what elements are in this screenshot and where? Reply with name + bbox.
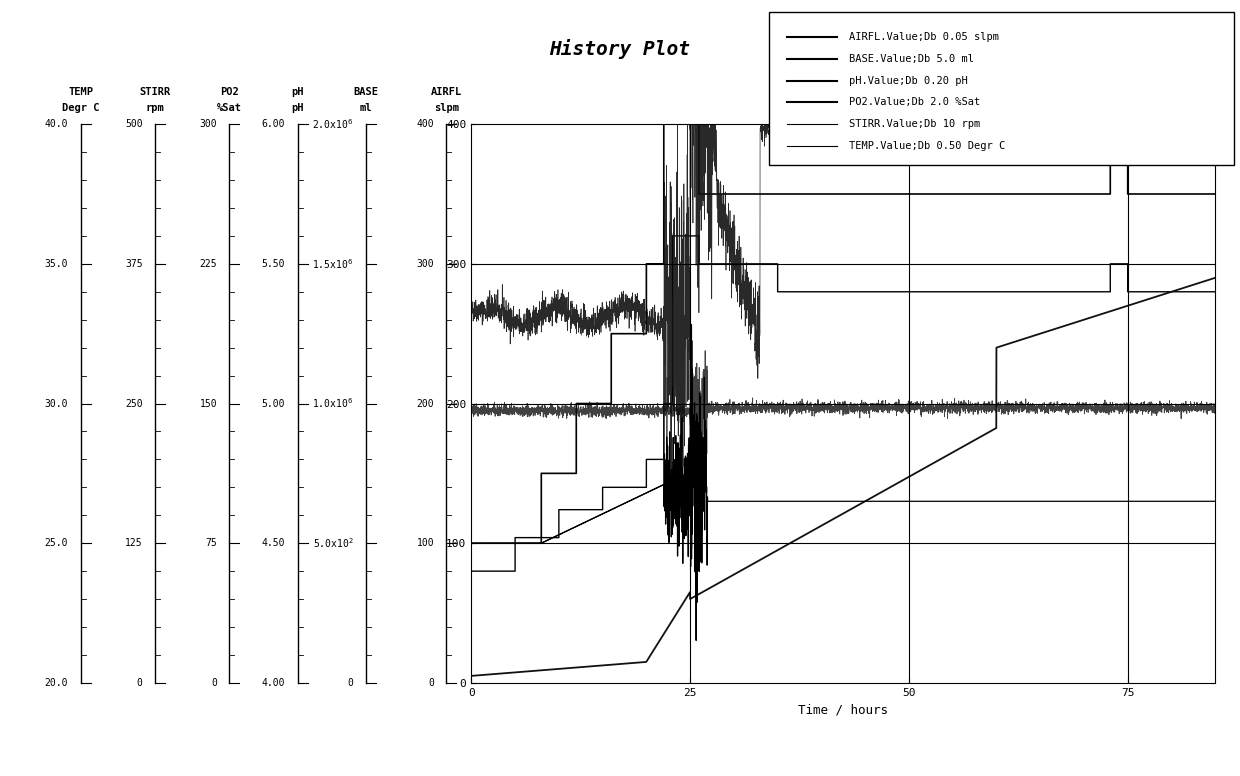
Text: 225: 225 bbox=[200, 259, 217, 268]
Text: STIRR.Value;Db 10 rpm: STIRR.Value;Db 10 rpm bbox=[849, 120, 981, 129]
Text: 5.00: 5.00 bbox=[262, 399, 285, 408]
Text: BASE.Value;Db 5.0 ml: BASE.Value;Db 5.0 ml bbox=[849, 54, 975, 64]
Text: 300: 300 bbox=[417, 259, 434, 268]
Text: 0: 0 bbox=[428, 678, 434, 688]
Text: 4.50: 4.50 bbox=[262, 539, 285, 548]
Text: TEMP.Value;Db 0.50 Degr C: TEMP.Value;Db 0.50 Degr C bbox=[849, 141, 1006, 151]
Text: 0: 0 bbox=[211, 678, 217, 688]
Text: 20.0: 20.0 bbox=[45, 678, 68, 688]
Text: 0: 0 bbox=[136, 678, 143, 688]
Text: 375: 375 bbox=[125, 259, 143, 268]
Text: pH.Value;Db 0.20 pH: pH.Value;Db 0.20 pH bbox=[849, 76, 968, 85]
Text: History Plot: History Plot bbox=[549, 39, 691, 59]
Text: %Sat: %Sat bbox=[217, 102, 242, 113]
Text: 100: 100 bbox=[417, 539, 434, 548]
Text: 300: 300 bbox=[200, 120, 217, 129]
Text: 200: 200 bbox=[417, 399, 434, 408]
X-axis label: Time / hours: Time / hours bbox=[799, 703, 888, 716]
Text: 5.0x10$^2$: 5.0x10$^2$ bbox=[312, 536, 353, 550]
Text: 4.00: 4.00 bbox=[262, 678, 285, 688]
Text: 35.0: 35.0 bbox=[45, 259, 68, 268]
Text: Degr C: Degr C bbox=[62, 102, 99, 113]
Text: rpm: rpm bbox=[145, 102, 165, 113]
Text: pH: pH bbox=[291, 102, 304, 113]
Text: 1.0x10$^6$: 1.0x10$^6$ bbox=[312, 397, 353, 411]
Text: slpm: slpm bbox=[434, 102, 459, 113]
Text: 25.0: 25.0 bbox=[45, 539, 68, 548]
Text: 250: 250 bbox=[125, 399, 143, 408]
Text: 500: 500 bbox=[125, 120, 143, 129]
Text: 40.0: 40.0 bbox=[45, 120, 68, 129]
Text: 125: 125 bbox=[125, 539, 143, 548]
Text: PO2: PO2 bbox=[219, 87, 239, 97]
Text: 6.00: 6.00 bbox=[262, 120, 285, 129]
Text: STIRR: STIRR bbox=[139, 87, 171, 97]
Text: 2.0x10$^6$: 2.0x10$^6$ bbox=[312, 117, 353, 131]
Text: PO2.Value;Db 2.0 %Sat: PO2.Value;Db 2.0 %Sat bbox=[849, 98, 981, 107]
Text: 75: 75 bbox=[206, 539, 217, 548]
Text: 400: 400 bbox=[417, 120, 434, 129]
Text: 1.5x10$^6$: 1.5x10$^6$ bbox=[312, 257, 353, 271]
Text: ml: ml bbox=[360, 102, 372, 113]
Text: pH: pH bbox=[291, 87, 304, 97]
Text: 150: 150 bbox=[200, 399, 217, 408]
Text: 0: 0 bbox=[347, 678, 353, 688]
Text: TEMP: TEMP bbox=[68, 87, 93, 97]
Text: 30.0: 30.0 bbox=[45, 399, 68, 408]
Text: BASE: BASE bbox=[353, 87, 378, 97]
Text: AIRFL.Value;Db 0.05 slpm: AIRFL.Value;Db 0.05 slpm bbox=[849, 33, 999, 42]
Text: 5.50: 5.50 bbox=[262, 259, 285, 268]
Text: AIRFL: AIRFL bbox=[430, 87, 463, 97]
